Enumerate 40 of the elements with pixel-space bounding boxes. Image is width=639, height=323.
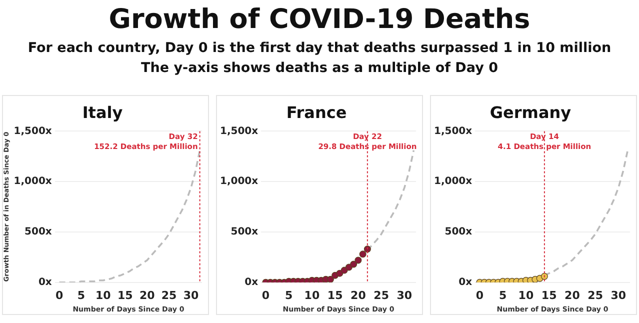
x-tick-label: 10 (96, 288, 112, 302)
x-tick-label: 20 (350, 288, 366, 302)
x-tick-label: 5 (285, 288, 293, 302)
x-tick-label: 25 (588, 288, 603, 302)
text: The y-axis shows deaths as a multiple of Day 0 (140, 59, 499, 78)
x-tick-label: 5 (499, 288, 507, 302)
chart-title: Italy (82, 102, 124, 122)
x-tick-label: 10 (304, 288, 320, 302)
y-tick-label: 1,000x (220, 176, 259, 188)
y-tick-label: 1,500x (220, 126, 259, 137)
x-tick-label: 5 (77, 288, 86, 302)
y-tick-label: 1,000x (434, 176, 473, 188)
y-tick-label: 1,500x (14, 126, 52, 137)
x-tick-label: 15 (327, 288, 343, 302)
x-tick-label: 0 (55, 288, 64, 302)
chart-title: Germany (490, 102, 572, 122)
y-tick-label: 500x (24, 226, 52, 238)
y-tick-label: 1,000x (14, 176, 52, 188)
x-tick-label: 25 (374, 288, 389, 302)
x-tick-label: 20 (139, 288, 156, 302)
chart-title: France (286, 102, 347, 122)
x-tick-label: 30 (610, 288, 626, 302)
x-tick-label: 0 (476, 288, 484, 302)
line-series (58, 149, 201, 282)
x-tick-label: 15 (117, 288, 133, 302)
y-tick-label: 0x (458, 276, 473, 288)
x-tick-label: 25 (161, 288, 177, 302)
x-tick-label: 20 (564, 288, 580, 302)
y-tick-label: 500x (230, 226, 259, 238)
text: Growth of COVID-19 Deaths (108, 3, 532, 37)
x-tick-label: 30 (183, 288, 200, 302)
x-tick-label: 10 (518, 288, 534, 302)
y-tick-label: 500x (444, 226, 473, 238)
y-tick-label: 0x (38, 276, 52, 288)
y-tick-label: 0x (244, 276, 259, 288)
x-tick-label: 0 (262, 288, 270, 302)
text: For each country, Day 0 is the first day that deaths surpassed 1 in 10 million (26, 39, 612, 58)
x-tick-label: 15 (541, 288, 557, 302)
x-tick-label: 30 (396, 288, 412, 302)
y-tick-label: 1,500x (434, 126, 473, 137)
